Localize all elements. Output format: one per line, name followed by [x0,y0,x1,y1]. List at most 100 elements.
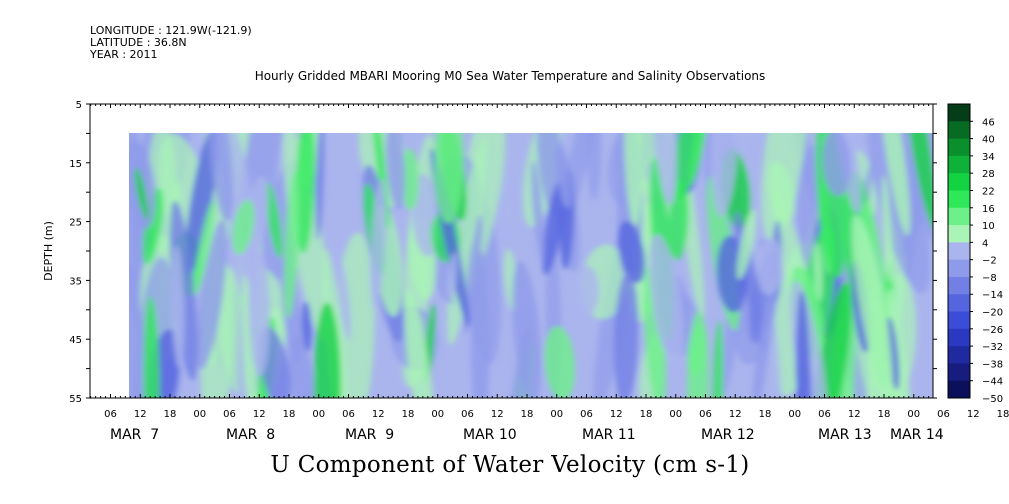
field-patch [232,199,255,255]
field-patch [143,296,160,398]
field-patch [334,249,352,341]
field-patch [196,219,228,370]
field-patch [905,166,924,280]
x-tick-label: 12 [253,409,266,420]
field-patch [447,252,458,302]
colorbar-swatch [948,190,970,209]
field-patch [756,237,783,296]
colorbar-swatch [948,328,970,347]
colorbar-label: −2 [982,256,997,267]
colorbar-swatch [948,155,970,174]
colorbar-swatch [948,207,970,226]
field-patch [673,133,706,200]
colorbar-swatch [948,173,970,191]
field-patch [142,187,164,265]
field-patch [712,320,724,398]
x-tick-label: 00 [431,409,444,420]
field-patch [829,133,862,215]
x-tick-label: 06 [223,409,236,420]
y-tick-label: 25 [69,218,82,229]
field-patch [185,133,218,276]
x-date-label: MAR 14 [890,427,944,443]
colorbar-swatch [948,311,970,330]
field-patch [313,302,342,398]
field-patch [822,133,851,197]
field-patch [903,133,933,230]
y-tick-label: 5 [76,100,82,111]
field-patch [501,172,512,236]
colorbar-label: 22 [982,186,995,197]
colorbar-label: −32 [982,342,1003,353]
field-patch [751,276,776,398]
x-date-label: MAR 9 [345,427,394,443]
x-tick-label: 00 [788,409,801,420]
field-patch [450,133,506,306]
colorbar-swatch [948,104,970,122]
x-tick-label: 06 [580,409,593,420]
colorbar-label: 4 [982,238,988,249]
x-tick-label: 00 [669,409,682,420]
x-tick-label: 18 [521,409,534,420]
x-tick-label: 18 [402,409,415,420]
latitude-label: LATITUDE : 36.8N [90,36,187,49]
x-tick-label: 06 [461,409,474,420]
field-patch [242,275,258,398]
colorbar-label: −8 [982,273,997,284]
colorbar-label: 28 [982,169,995,180]
x-date-label: MAR 13 [818,427,872,443]
y-axis-label: DEPTH (m) [42,221,55,281]
x-tick-label: 00 [907,409,920,420]
x-date-label: MAR 8 [226,427,275,443]
field-patch [542,180,564,276]
field-patch [881,174,893,285]
x-tick-label: 18 [164,409,177,420]
x-tick-label: 18 [878,409,891,420]
x-tick-label: 12 [134,409,147,420]
velocity-field [129,133,933,398]
colorbar-label: −20 [982,308,1003,319]
colorbar-label: −14 [982,290,1003,301]
variable-label: U Component of Water Velocity (cm s-1) [270,452,750,478]
x-tick-label: 12 [372,409,385,420]
x-tick-label: 18 [283,409,296,420]
field-patch [586,133,602,201]
field-patch [470,249,490,398]
field-patch [879,133,911,236]
colorbar-label: 34 [982,152,995,163]
field-patch [463,214,483,335]
field-patch [288,335,318,398]
x-tick-label: 12 [848,409,861,420]
field-patch [301,301,312,353]
field-patch [573,265,599,318]
colorbar-label: 46 [982,117,995,128]
x-tick-label: 06 [104,409,117,420]
colorbar-label: −44 [982,377,1003,388]
colorbar: 46 40 34 28 22 16 10 4 −2 −8 −14 −20 −26 −32 −38 −44 −50 [947,103,1003,405]
colorbar-label: −26 [982,325,1003,336]
field-patch [531,160,545,263]
x-tick-label: 00 [312,409,325,420]
field-patch [401,148,419,211]
field-patch [736,209,757,280]
field-patch [710,133,739,217]
colorbar-swatch [948,380,970,399]
field-patch [544,326,575,398]
x-tick-label: 06 [342,409,355,420]
y-axis: 5 15 25 35 45 55 [69,100,937,405]
x-tick-label: 12 [729,409,742,420]
field-patch [618,220,646,284]
field-patch [171,244,185,369]
field-patch [624,133,643,226]
colorbar-label: 16 [982,204,995,215]
colorbar-swatch [948,346,970,364]
x-tick-label: 12 [967,409,980,420]
colorbar-swatch [948,276,970,295]
chart-title: Hourly Gridded MBARI Mooring M0 Sea Wate… [254,69,766,83]
y-tick-label: 55 [69,394,82,405]
longitude-label: LONGITUDE : 121.9W(-121.9) [90,24,252,37]
x-date-label: MAR 12 [701,427,755,443]
y-tick-label: 35 [69,276,82,287]
y-tick-label: 15 [69,159,82,170]
field-patch [248,248,271,377]
field-patch [315,133,325,241]
